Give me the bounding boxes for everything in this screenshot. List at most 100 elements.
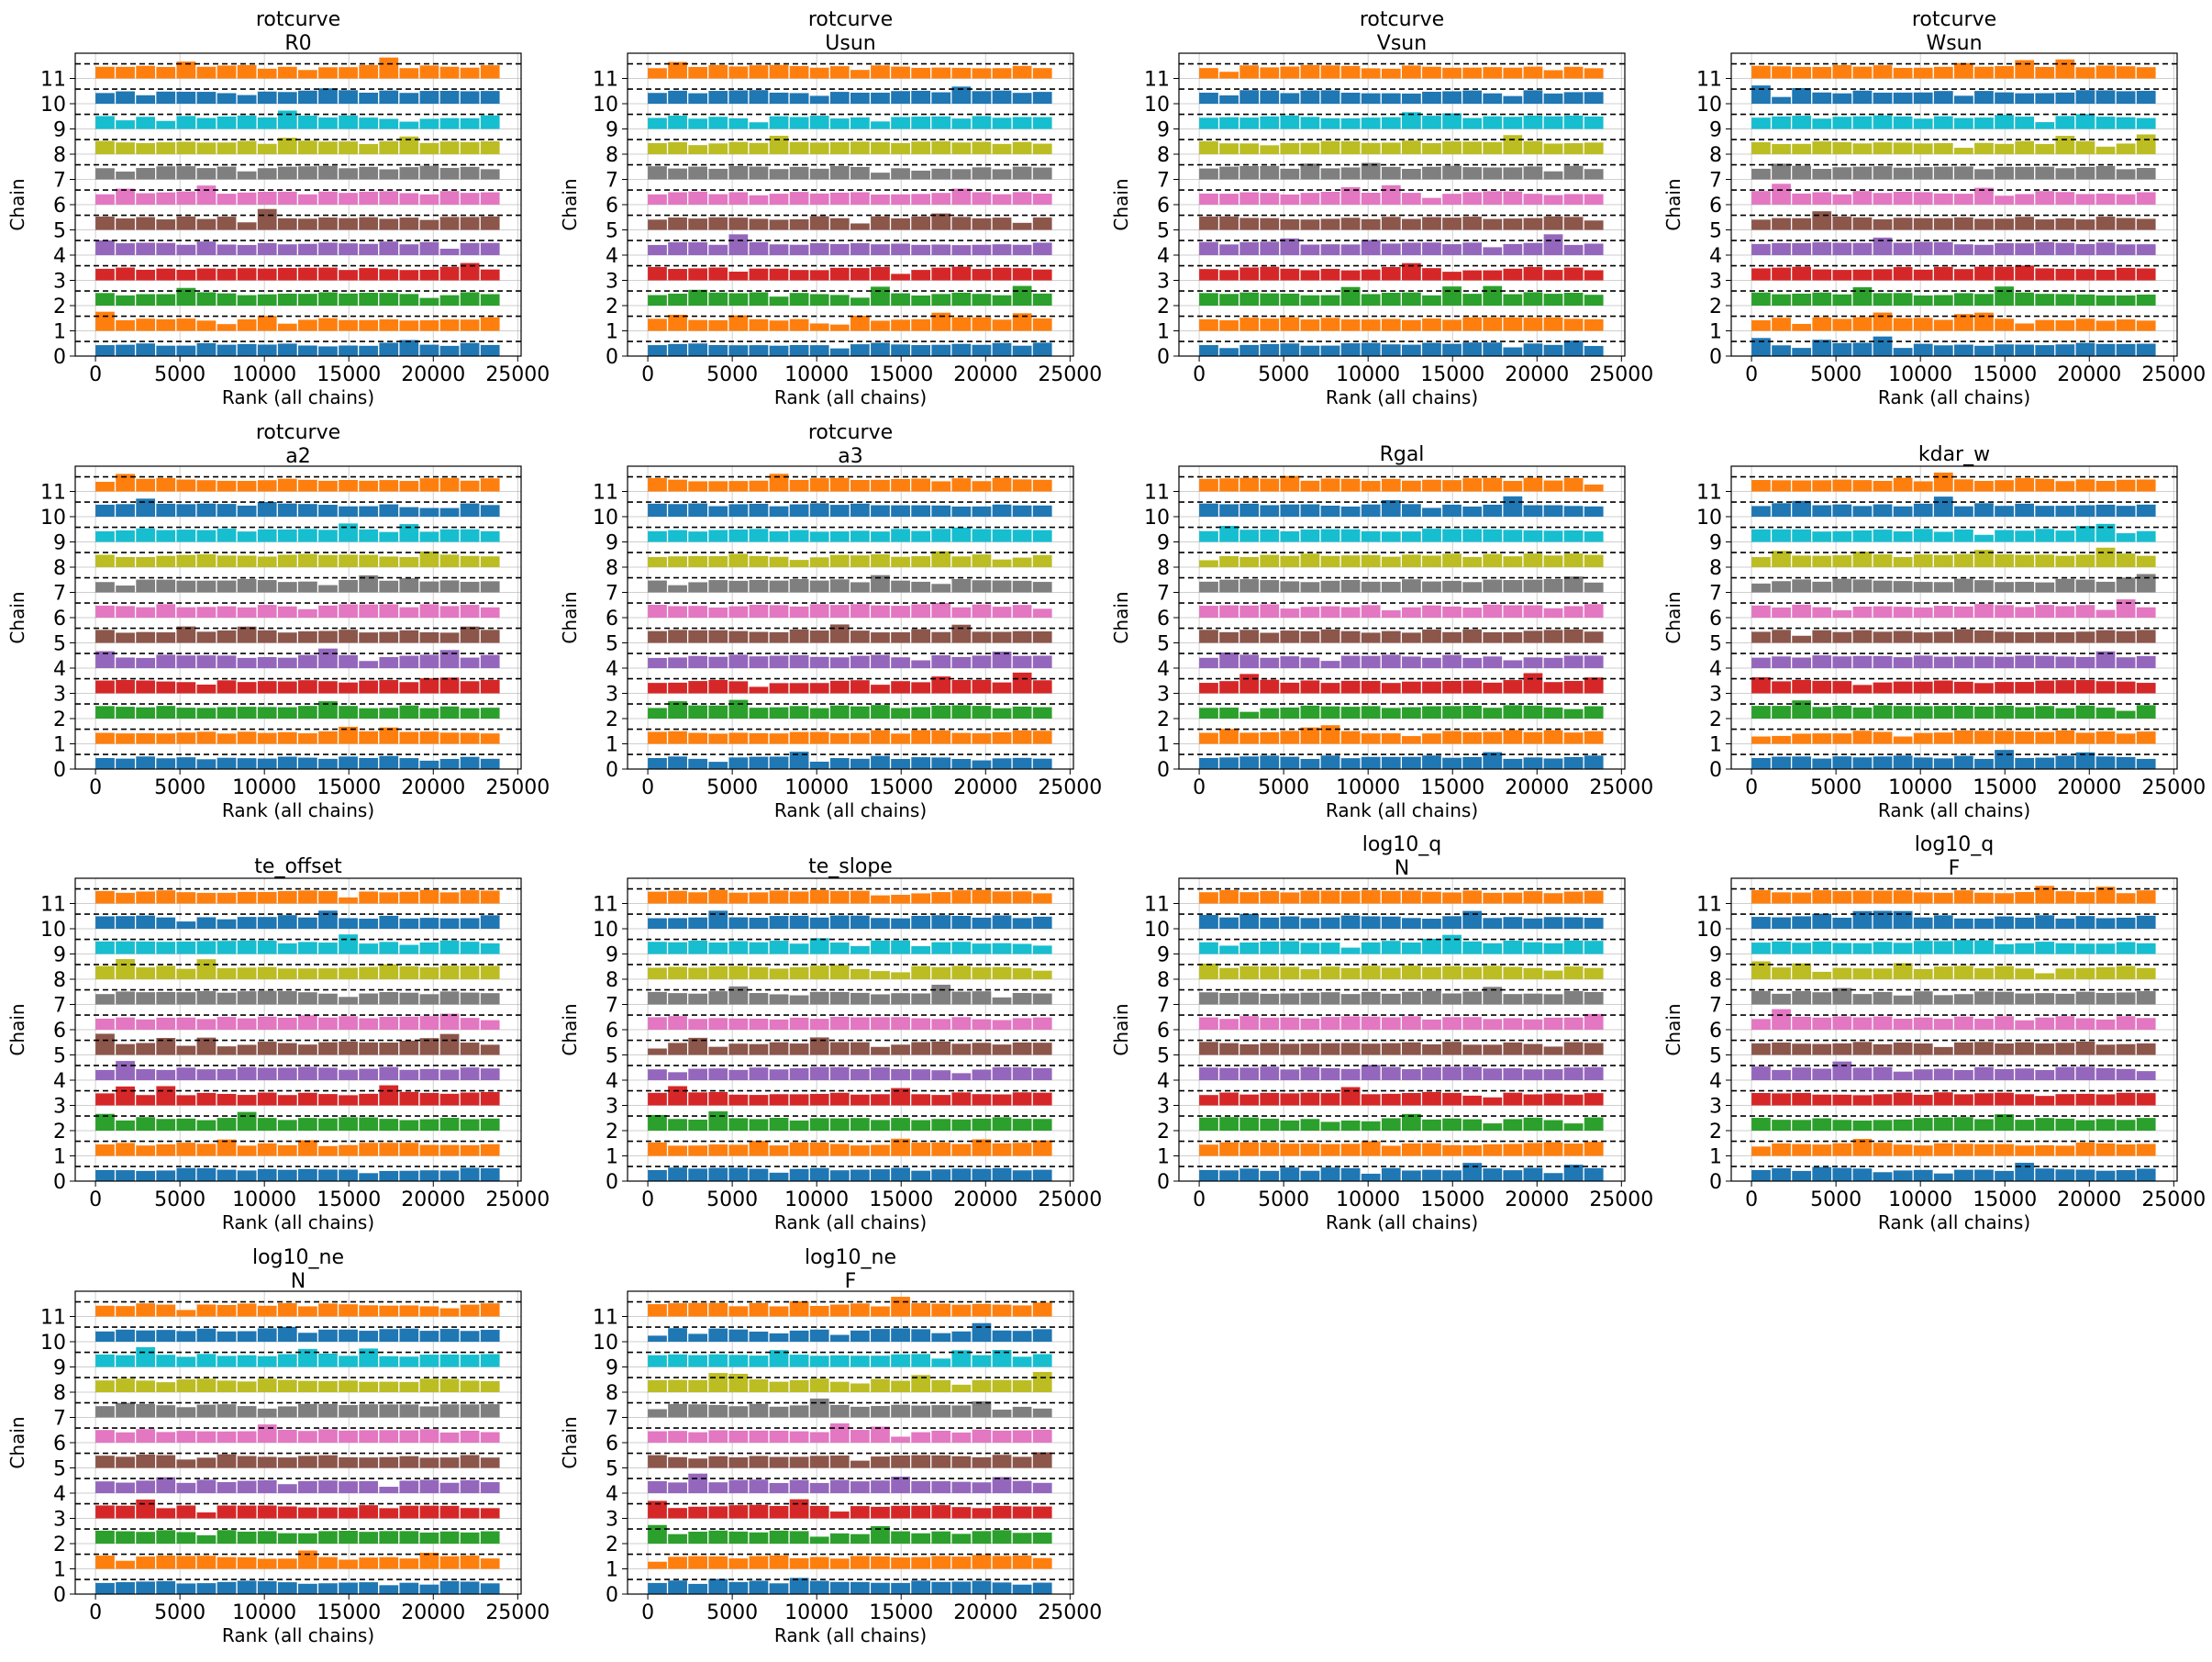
rank-bar (1032, 630, 1052, 643)
rank-bar (156, 555, 176, 567)
y-tick-label: 7 (1709, 583, 1722, 606)
rank-bar (339, 1380, 358, 1392)
rank-bar (972, 1482, 992, 1493)
rank-bar (116, 120, 135, 129)
rank-bar (891, 168, 910, 180)
rank-bar (931, 1095, 951, 1106)
rank-bar (1933, 656, 1953, 668)
rank-bar (1523, 993, 1543, 1005)
rank-bar (911, 1303, 931, 1317)
y-tick-label: 9 (53, 944, 66, 967)
rank-bar (789, 752, 809, 769)
y-tick-label: 9 (1157, 119, 1170, 142)
rank-bar (1954, 606, 1973, 618)
rank-bar (1340, 1143, 1361, 1156)
rank-bar (1239, 530, 1260, 542)
rank-bar (1954, 890, 1973, 904)
rank-bar (1381, 916, 1401, 929)
rank-bar (1239, 218, 1260, 230)
rank-bar (1012, 244, 1032, 255)
rank-bar (688, 630, 708, 643)
rank-bar (1543, 1120, 1563, 1131)
rank-bar (2075, 166, 2095, 180)
rank-bar (789, 1168, 809, 1181)
rank-bar (1239, 90, 1260, 104)
rank-bar (1852, 968, 1873, 979)
rank-bar (829, 92, 850, 104)
rank-bar (749, 1532, 769, 1544)
rank-bar (1772, 917, 1791, 929)
rank-bar (992, 1455, 1012, 1468)
rank-bar (339, 918, 358, 929)
rank-bar (95, 1354, 115, 1367)
rank-bar (1012, 1406, 1032, 1418)
rank-bar (237, 1431, 257, 1443)
rank-bar (871, 1556, 890, 1569)
y-tick-label: 4 (1709, 245, 1722, 268)
rank-bar (1584, 967, 1604, 979)
rank-bar (257, 208, 277, 230)
x-tick-label: 0 (641, 1601, 654, 1624)
rank-bar (951, 732, 972, 744)
rank-bar (2116, 681, 2136, 694)
rank-bar (237, 1170, 257, 1181)
rank-bar (931, 1358, 951, 1367)
rank-bar (257, 1143, 277, 1156)
rank-bar (1199, 478, 1218, 492)
rank-bar (116, 91, 135, 104)
rank-bar (1543, 270, 1563, 281)
rank-bar (1199, 168, 1218, 180)
rank-bar (237, 940, 257, 954)
subplot-subtitle: F (845, 1270, 857, 1293)
rank-bar (951, 1331, 972, 1342)
rank-bar (1772, 1143, 1791, 1156)
rank-bar (1792, 500, 1812, 517)
rank-bar (359, 1348, 379, 1367)
rank-bar (1012, 968, 1032, 979)
rank-bar (1832, 318, 1852, 331)
rank-bar (2075, 194, 2095, 205)
rank-bar (460, 605, 480, 618)
rank-bar (1913, 757, 1933, 769)
x-tick-label: 20000 (2057, 363, 2121, 386)
rank-bar (911, 1480, 931, 1493)
rank-bar (399, 1456, 419, 1468)
rank-bar (439, 918, 460, 929)
rank-bar (2055, 268, 2075, 281)
rank-bar (1751, 141, 1771, 154)
rank-bar (1260, 632, 1280, 643)
rank-bar (339, 682, 358, 694)
rank-bar (318, 681, 338, 694)
rank-bar (992, 143, 1012, 154)
y-tick-label: 1 (606, 734, 618, 757)
rank-bar (1913, 632, 1933, 643)
rank-bar (439, 1170, 460, 1181)
rank-bar (1260, 505, 1280, 517)
rank-bar (439, 758, 460, 769)
rank-bar (1012, 757, 1032, 769)
rank-bar (829, 505, 850, 517)
rank-bar (1442, 67, 1462, 79)
rank-bar (1832, 1094, 1852, 1106)
rank-bar (829, 141, 850, 154)
rank-bar (439, 991, 460, 1005)
rank-bar (809, 1093, 829, 1106)
rank-bar (298, 630, 317, 643)
rank-bar (277, 991, 297, 1005)
rank-bar (1381, 292, 1401, 306)
rank-bar (257, 501, 277, 517)
rank-bar (2015, 891, 2035, 904)
rank-bar (439, 1531, 460, 1544)
rank-bar (1852, 191, 1873, 205)
rank-bar (1995, 242, 2014, 255)
rank-bar (298, 319, 317, 331)
rank-bar (136, 498, 156, 517)
rank-bar (460, 708, 480, 719)
x-tick-label: 25000 (2141, 776, 2206, 799)
rank-bar (1462, 1119, 1483, 1131)
rank-bar (1032, 117, 1052, 129)
rank-bar (728, 218, 749, 230)
rank-bar (951, 1073, 972, 1080)
rank-bar (1260, 266, 1280, 281)
rank-bar (419, 1406, 439, 1418)
